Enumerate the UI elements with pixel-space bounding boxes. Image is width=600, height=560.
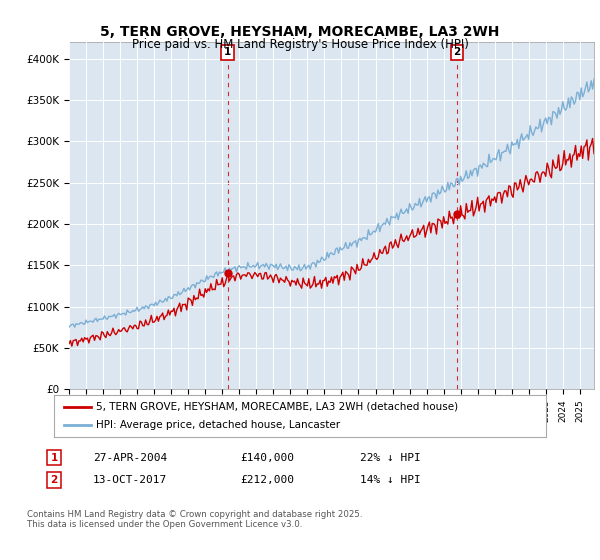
Text: HPI: Average price, detached house, Lancaster: HPI: Average price, detached house, Lanc… (96, 420, 340, 430)
Text: 13-OCT-2017: 13-OCT-2017 (93, 475, 167, 485)
Text: 5, TERN GROVE, HEYSHAM, MORECAMBE, LA3 2WH: 5, TERN GROVE, HEYSHAM, MORECAMBE, LA3 2… (100, 25, 500, 39)
Text: £212,000: £212,000 (240, 475, 294, 485)
Text: £140,000: £140,000 (240, 452, 294, 463)
Text: 14% ↓ HPI: 14% ↓ HPI (360, 475, 421, 485)
Text: Contains HM Land Registry data © Crown copyright and database right 2025.
This d: Contains HM Land Registry data © Crown c… (27, 510, 362, 529)
Text: Price paid vs. HM Land Registry's House Price Index (HPI): Price paid vs. HM Land Registry's House … (131, 38, 469, 51)
Text: 1: 1 (50, 452, 58, 463)
Text: 2: 2 (454, 47, 461, 57)
Text: 27-APR-2004: 27-APR-2004 (93, 452, 167, 463)
Text: 5, TERN GROVE, HEYSHAM, MORECAMBE, LA3 2WH (detached house): 5, TERN GROVE, HEYSHAM, MORECAMBE, LA3 2… (96, 402, 458, 412)
Text: 2: 2 (50, 475, 58, 485)
Text: 1: 1 (224, 47, 232, 57)
Text: 22% ↓ HPI: 22% ↓ HPI (360, 452, 421, 463)
